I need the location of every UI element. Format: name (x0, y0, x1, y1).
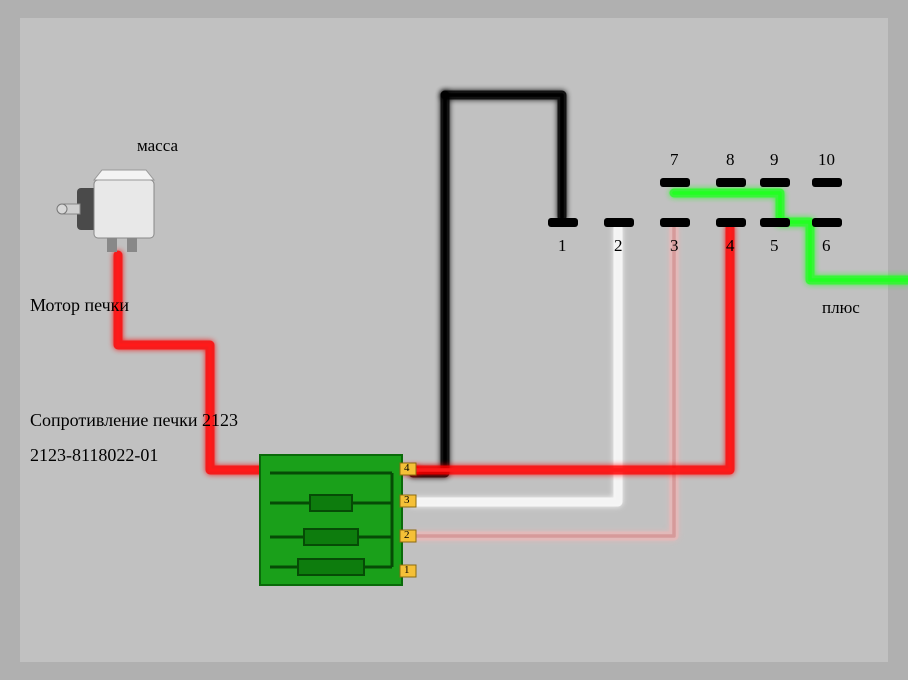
connector-pin-4 (716, 218, 746, 227)
terminal-label-4: 4 (404, 462, 410, 474)
resistor-module (260, 455, 416, 585)
connector-pin-3 (660, 218, 690, 227)
connector-pin-1 (548, 218, 578, 227)
pin-label-7: 7 (670, 150, 679, 170)
connector-pin-9 (760, 178, 790, 187)
motor-icon (57, 170, 154, 252)
pin-label-2: 2 (614, 236, 623, 256)
parts-layer (0, 0, 908, 680)
pin-label-8: 8 (726, 150, 735, 170)
pin-label-4: 4 (726, 236, 735, 256)
label-plus: плюс (822, 298, 860, 318)
pin-label-9: 9 (770, 150, 779, 170)
connector-pin-8 (716, 178, 746, 187)
connector-pin-7 (660, 178, 690, 187)
label-mass: масса (137, 136, 178, 156)
terminal-label-1: 1 (404, 564, 410, 576)
pin-label-5: 5 (770, 236, 779, 256)
pin-label-6: 6 (822, 236, 831, 256)
terminal-label-3: 3 (404, 494, 410, 506)
label-resist1: Сопротивление печки 2123 (30, 410, 238, 431)
terminal-label-2: 2 (404, 529, 410, 541)
pin-label-10: 10 (818, 150, 835, 170)
connector-pin-10 (812, 178, 842, 187)
label-motor: Мотор печки (30, 295, 129, 316)
connector-pin-6 (812, 218, 842, 227)
pin-label-3: 3 (670, 236, 679, 256)
connector-pin-5 (760, 218, 790, 227)
pin-label-1: 1 (558, 236, 567, 256)
diagram-stage: масса Мотор печки Сопротивление печки 21… (0, 0, 908, 680)
label-resist2: 2123-8118022-01 (30, 445, 158, 466)
connector-pin-2 (604, 218, 634, 227)
